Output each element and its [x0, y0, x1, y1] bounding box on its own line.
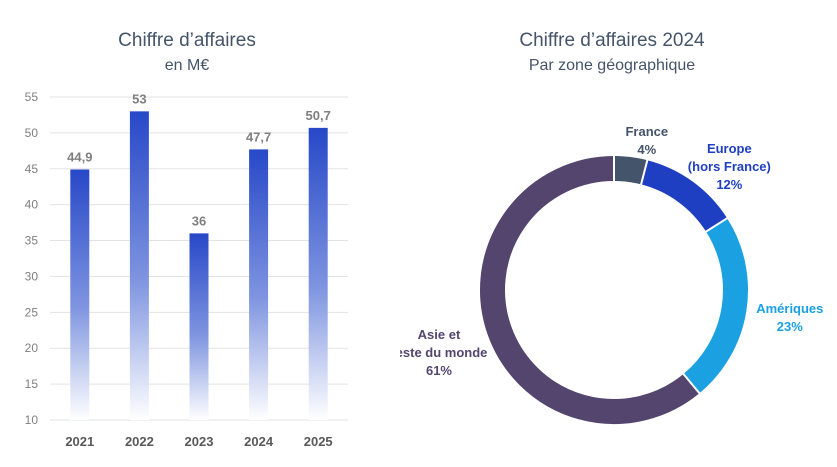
slice-name-line: Asie et	[418, 327, 461, 342]
slice-label-2: Amériques 23%	[756, 301, 823, 334]
slice-name-line: France	[625, 124, 668, 139]
bar-chart-y-axis: 10 15 20 25 30 35 40 45 50 55	[25, 90, 39, 427]
slice-label-3: Asie et reste du monde 61%	[400, 327, 487, 378]
y-tick-label: 25	[25, 305, 39, 319]
slice-separator	[639, 158, 649, 186]
donut-slice-2	[683, 218, 748, 394]
y-tick-label: 45	[25, 162, 39, 176]
donut-slice-1	[640, 160, 728, 232]
slice-name-line: Amériques	[756, 301, 823, 316]
slice-label-0: France 4%	[625, 124, 668, 157]
y-tick-label: 20	[25, 341, 39, 355]
y-tick-label: 10	[25, 413, 39, 427]
slice-percent: 23%	[777, 319, 803, 334]
y-tick-label: 15	[25, 377, 39, 391]
donut-chart-title: Chiffre d’affaires 2024	[519, 30, 705, 51]
donut-chart: Chiffre d’affaires 2024 Par zone géograp…	[400, 30, 823, 424]
bar-value-label: 44,9	[67, 149, 92, 164]
bar-2023	[189, 233, 209, 420]
bar-value-label: 50,7	[306, 108, 331, 123]
x-tick-label: 2024	[244, 434, 274, 449]
x-tick-label: 2022	[125, 434, 154, 449]
donut-chart-subtitle: Par zone géographique	[529, 57, 695, 74]
slice-name-line: reste du monde	[400, 345, 487, 360]
y-tick-label: 40	[25, 198, 39, 212]
y-tick-label: 50	[25, 126, 39, 140]
x-tick-label: 2025	[304, 434, 333, 449]
donut-slices	[480, 155, 748, 424]
slice-percent: 12%	[716, 177, 742, 192]
bar-chart-title: Chiffre d’affaires	[118, 30, 256, 51]
donut-slice-0	[613, 156, 648, 185]
slice-name-line: (hors France)	[688, 159, 771, 174]
bar-value-label: 36	[192, 213, 206, 228]
bar-2021	[70, 169, 90, 420]
y-tick-label: 55	[25, 90, 39, 104]
bar-chart-x-axis: 2021 2022 2023 2024 2025	[65, 434, 332, 449]
bar-2024	[249, 149, 269, 421]
bar-2022	[129, 111, 149, 420]
bar-value-label: 47,7	[246, 129, 271, 144]
donut-labels: France 4% Europe (hors France) 12% Amériques 2…	[400, 124, 823, 378]
slice-separator	[704, 216, 729, 233]
donut-slice-3	[480, 156, 700, 424]
x-tick-label: 2023	[185, 434, 214, 449]
bar-chart-subtitle: en M€	[165, 57, 210, 74]
slice-percent: 4%	[637, 142, 656, 157]
slice-percent: 61%	[426, 363, 452, 378]
bar-chart: Chiffre d’affaires en M€ 101520253035404…	[25, 30, 348, 449]
x-tick-label: 2021	[65, 434, 94, 449]
slice-label-1: Europe (hors France) 12%	[688, 141, 771, 192]
y-tick-label: 30	[25, 269, 39, 283]
slice-separator	[682, 372, 701, 395]
bar-2025	[308, 127, 328, 420]
bar-value-label: 53	[132, 91, 146, 106]
bar-chart-bars: 44,9 53 36 47,7 50,7	[67, 91, 331, 421]
slice-name-line: Europe	[707, 141, 752, 156]
y-tick-label: 35	[25, 234, 39, 248]
